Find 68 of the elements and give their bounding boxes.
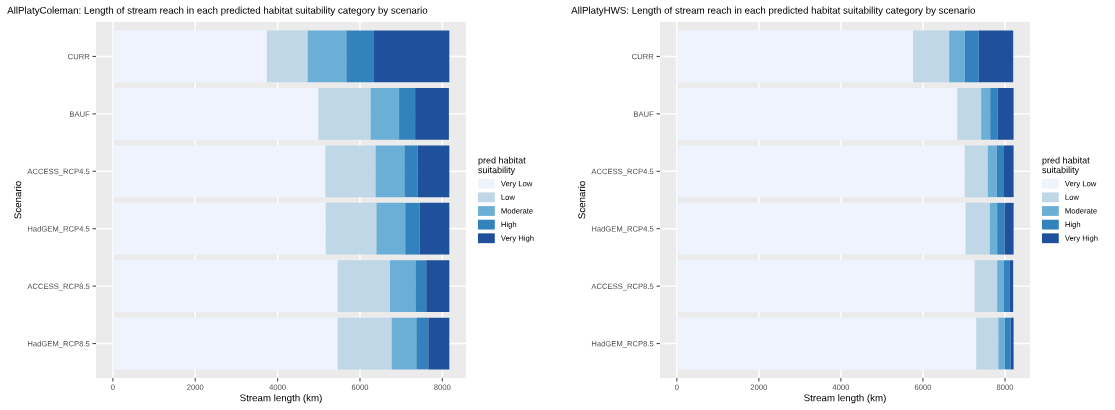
bar xyxy=(346,30,374,83)
chart-title: AllPlatyHWS: Length of stream reach in each predicted habitat suitability category by scenario xyxy=(571,6,976,16)
bar xyxy=(307,30,347,83)
y-axis-title: Scenario xyxy=(14,181,22,219)
bar xyxy=(112,317,338,370)
bar xyxy=(990,88,998,140)
bar xyxy=(998,317,1005,370)
bar xyxy=(405,202,420,255)
bar xyxy=(375,145,405,198)
bar xyxy=(676,202,966,255)
x-axis-title: Stream length (km) xyxy=(240,394,322,404)
bar xyxy=(415,260,427,312)
bar xyxy=(676,260,975,312)
bar xyxy=(965,202,990,255)
bar xyxy=(997,260,1004,312)
bar xyxy=(399,88,416,140)
bar xyxy=(964,30,979,83)
bar xyxy=(1004,317,1011,370)
bar xyxy=(325,145,376,198)
bar xyxy=(981,88,991,140)
bar xyxy=(1004,202,1014,255)
bar xyxy=(337,260,391,312)
bar xyxy=(996,145,1004,198)
legend-title: pred habitat suitability xyxy=(1042,156,1090,175)
bar xyxy=(987,145,997,198)
bar xyxy=(337,317,392,370)
bar xyxy=(112,88,319,140)
bar xyxy=(1003,145,1014,198)
bar xyxy=(266,30,308,83)
bar xyxy=(426,260,450,312)
chart-title: AllPlatyColeman: Length of stream reach in each predicted habitat suitability category by scenario xyxy=(7,6,428,16)
x-axis-title: Stream length (km) xyxy=(804,394,886,404)
bar xyxy=(974,260,998,312)
bar xyxy=(676,145,965,198)
bar xyxy=(428,317,450,370)
bar xyxy=(370,88,400,140)
bar xyxy=(415,88,449,140)
bar xyxy=(676,88,958,140)
bar xyxy=(112,30,267,83)
bar xyxy=(325,202,377,255)
bar xyxy=(978,30,1014,83)
legend-title: pred habitat suitability xyxy=(478,156,526,175)
bar xyxy=(1009,260,1014,312)
bar xyxy=(676,30,914,83)
bar xyxy=(997,88,1014,140)
bar xyxy=(997,202,1005,255)
bar xyxy=(419,202,450,255)
bar xyxy=(318,88,371,140)
bar xyxy=(112,145,326,198)
bar xyxy=(676,317,977,370)
bar xyxy=(376,202,406,255)
bar xyxy=(391,317,417,370)
bar xyxy=(989,202,998,255)
bar xyxy=(373,30,450,83)
bar xyxy=(417,145,450,198)
bar xyxy=(964,145,988,198)
bar xyxy=(949,30,965,83)
bar xyxy=(1010,317,1014,370)
bar xyxy=(112,202,326,255)
y-axis-title: Scenario xyxy=(578,181,586,219)
bar xyxy=(1003,260,1010,312)
bar xyxy=(390,260,416,312)
bar xyxy=(112,260,338,312)
bar xyxy=(913,30,950,83)
bar xyxy=(957,88,982,140)
bar xyxy=(976,317,999,370)
bar xyxy=(416,317,429,370)
bar xyxy=(404,145,418,198)
